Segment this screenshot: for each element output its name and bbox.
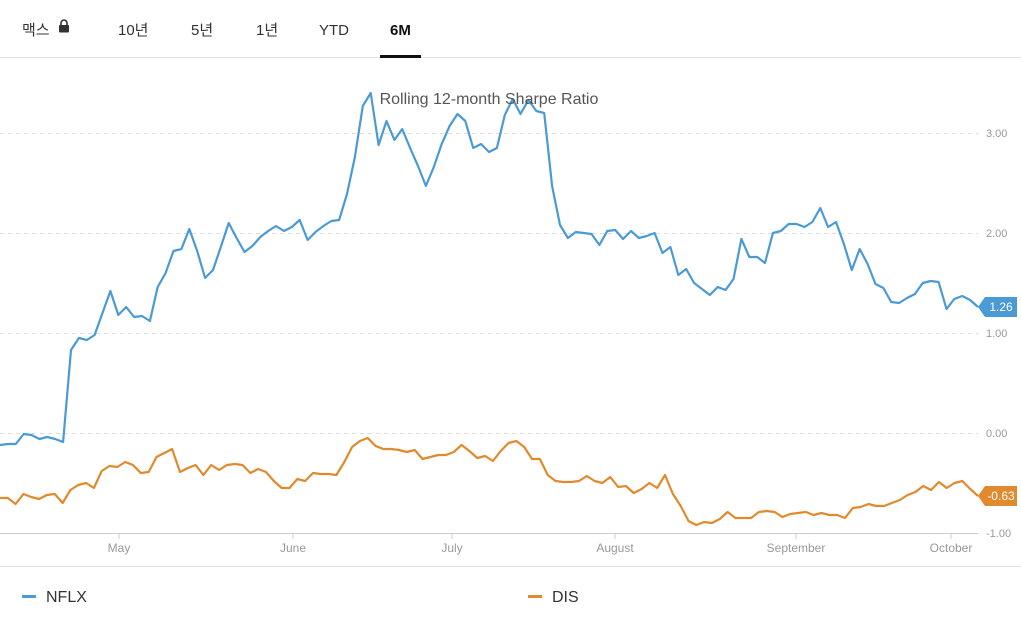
y-axis: 3.00 2.00 1.00 0.00 -1.00 xyxy=(986,128,1011,540)
tab-label: 5년 xyxy=(191,22,214,39)
sharpe-ratio-chart: May June July August September October 3.00 2.… xyxy=(0,91,1017,555)
tab-label: 맥스 xyxy=(22,22,50,39)
label-badge xyxy=(978,297,1017,317)
tab-label: YTD xyxy=(319,22,349,39)
legend-swatch-nflx xyxy=(22,594,36,598)
lock-icon xyxy=(58,0,70,60)
tab-label: 10년 xyxy=(118,22,149,39)
legend: NFLX DIS xyxy=(0,580,1021,616)
legend-swatch-dis xyxy=(528,594,542,598)
x-tick-label: June xyxy=(280,541,306,555)
y-tick-label: 1.00 xyxy=(986,328,1007,340)
tab-label: 6M xyxy=(390,22,411,39)
x-axis: May June July August September October xyxy=(108,533,973,555)
range-tabs: 맥스 10년 5년 1년 YTD 6M xyxy=(0,0,1021,58)
tab-1y[interactable]: 1년 xyxy=(256,0,278,57)
x-tick-label: September xyxy=(767,541,826,555)
legend-item-nflx[interactable]: NFLX xyxy=(22,580,87,616)
last-value-label-nflx: 1.26 xyxy=(978,297,1017,317)
legend-label: DIS xyxy=(552,589,579,606)
last-value-label-dis: -0.63 xyxy=(978,486,1017,506)
tab-max[interactable]: 맥스 xyxy=(22,0,70,57)
tab-ytd[interactable]: YTD xyxy=(319,0,349,57)
y-tick-label: -1.00 xyxy=(986,528,1011,540)
legend-label: NFLX xyxy=(46,589,87,606)
tab-label: 1년 xyxy=(256,22,279,39)
grid xyxy=(0,133,978,434)
tab-5y[interactable]: 5년 xyxy=(191,0,213,57)
x-tick-label: August xyxy=(596,541,634,555)
last-value-text: 1.26 xyxy=(989,300,1013,314)
series-line-dis xyxy=(0,436,979,527)
series-line-nflx xyxy=(0,91,979,447)
legend-divider xyxy=(0,566,1021,567)
y-tick-label: 3.00 xyxy=(986,128,1007,140)
x-tick-label: May xyxy=(108,541,131,555)
x-tick-label: July xyxy=(441,541,462,555)
x-tick-label: October xyxy=(930,541,973,555)
chart-title: Rolling 12-month Sharpe Ratio xyxy=(380,91,599,108)
tab-6m[interactable]: 6M xyxy=(380,0,421,58)
label-badge xyxy=(978,486,1017,506)
legend-item-dis[interactable]: DIS xyxy=(528,580,579,616)
tab-10y[interactable]: 10년 xyxy=(118,0,149,57)
y-tick-label: 2.00 xyxy=(986,228,1007,240)
y-tick-label: 0.00 xyxy=(986,428,1007,440)
series: 1.26 -0.63 xyxy=(0,91,1017,527)
last-value-text: -0.63 xyxy=(987,489,1015,503)
